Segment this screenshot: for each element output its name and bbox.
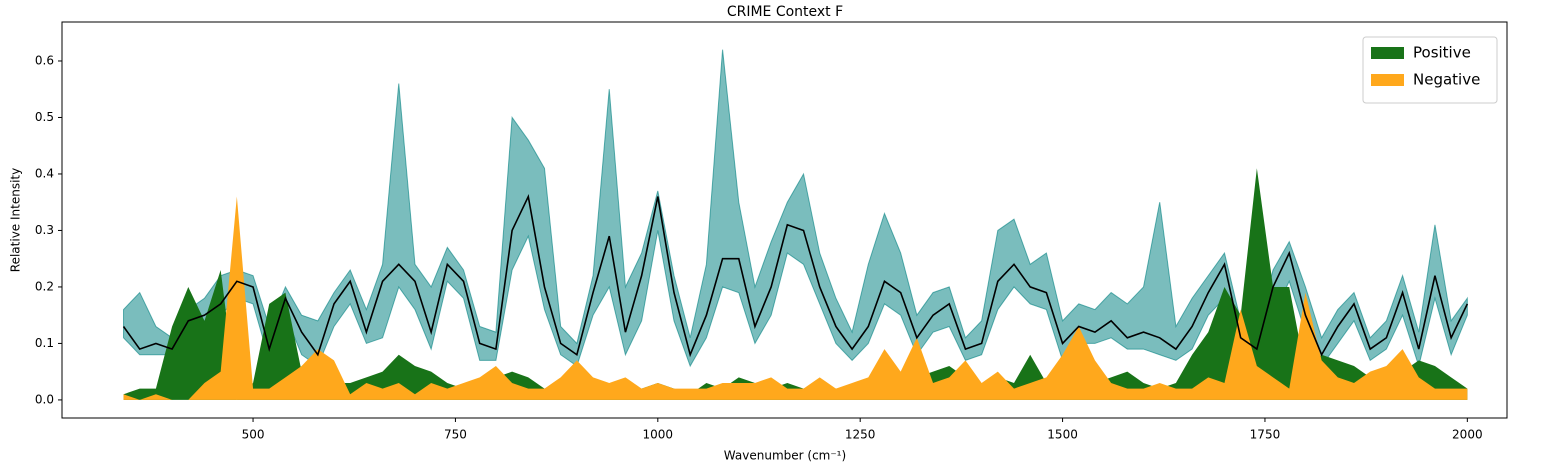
x-tick-label: 1500 (1047, 428, 1078, 442)
y-tick-label: 0.6 (35, 53, 54, 67)
y-tick-label: 0.4 (35, 166, 54, 180)
y-tick-label: 0.1 (35, 336, 54, 350)
x-tick-label: 2000 (1452, 428, 1483, 442)
legend-label: Positive (1413, 44, 1471, 62)
contribution-area (123, 196, 1468, 400)
legend-swatch (1371, 74, 1404, 86)
confidence-band (123, 49, 1468, 368)
plot-frame (61, 21, 1508, 419)
x-tick-label: 1250 (845, 428, 876, 442)
x-tick-label: 500 (242, 428, 265, 442)
x-tick-label: 750 (444, 428, 467, 442)
x-tick-label: 1750 (1250, 428, 1281, 442)
legend-label: Negative (1413, 71, 1480, 89)
y-axis-label: Relative Intensity (9, 168, 23, 272)
y-tick-label: 0.5 (35, 110, 54, 124)
x-tick-label: 1000 (643, 428, 674, 442)
legend-swatch (1371, 47, 1404, 59)
x-axis-label: Wavenumber (cm⁻¹) (724, 449, 846, 463)
chart-title: CRIME Context F (727, 4, 843, 20)
y-tick-label: 0.2 (35, 279, 54, 293)
y-tick-label: 0.0 (35, 392, 54, 406)
y-tick-label: 0.3 (35, 223, 54, 237)
mean-line (122, 193, 1469, 358)
